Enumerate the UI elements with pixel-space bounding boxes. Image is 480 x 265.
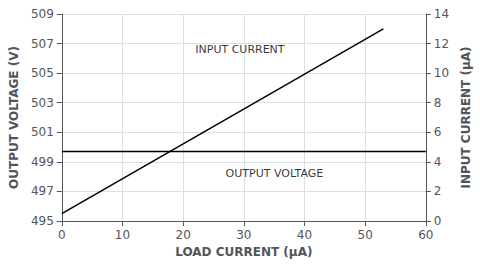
svg-text:2: 2 [434,184,442,198]
svg-text:495: 495 [31,214,54,228]
svg-text:10: 10 [115,228,130,242]
svg-text:30: 30 [236,228,251,242]
svg-text:0: 0 [58,228,66,242]
svg-text:60: 60 [418,228,433,242]
svg-text:499: 499 [31,155,54,169]
svg-text:503: 503 [31,96,54,110]
svg-text:20: 20 [176,228,191,242]
svg-text:14: 14 [434,7,449,21]
svg-text:OUTPUT VOLTAGE: OUTPUT VOLTAGE [226,167,324,180]
svg-text:509: 509 [31,7,54,21]
svg-text:505: 505 [31,66,54,80]
svg-text:INPUT CURRENT (μA): INPUT CURRENT (μA) [459,46,473,188]
svg-text:501: 501 [31,125,54,139]
svg-text:4: 4 [434,155,442,169]
svg-text:507: 507 [31,37,54,51]
svg-text:LOAD CURRENT (μA): LOAD CURRENT (μA) [175,245,312,259]
svg-text:INPUT CURRENT: INPUT CURRENT [195,43,285,56]
svg-text:0: 0 [434,214,442,228]
svg-text:40: 40 [297,228,312,242]
svg-text:6: 6 [434,125,442,139]
svg-text:8: 8 [434,96,442,110]
svg-text:50: 50 [358,228,373,242]
svg-text:10: 10 [434,66,449,80]
svg-text:OUTPUT VOLTAGE (V): OUTPUT VOLTAGE (V) [7,46,21,189]
svg-text:12: 12 [434,37,449,51]
svg-text:497: 497 [31,184,54,198]
